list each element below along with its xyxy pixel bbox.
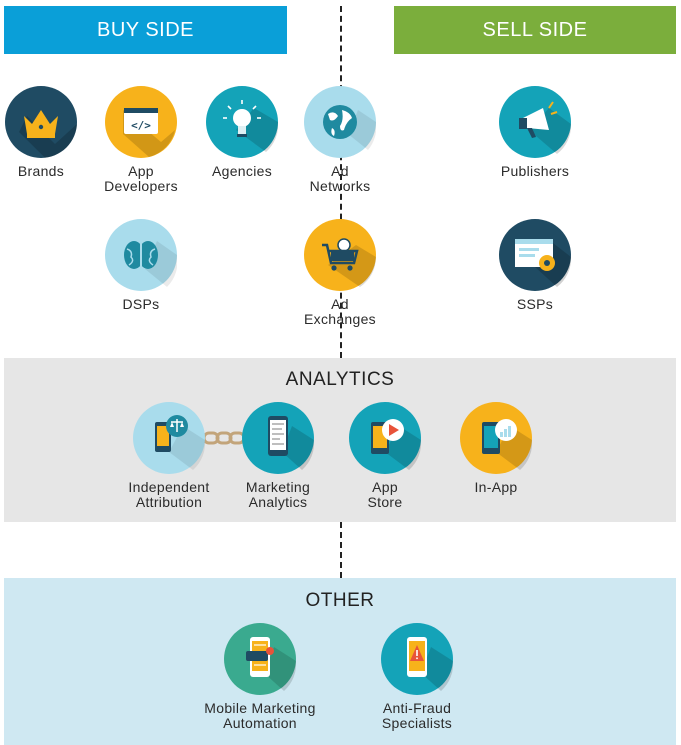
- anti-fraud-specialists-node: Anti-Fraud Specialists: [347, 623, 487, 731]
- analytics-title: ANALYTICS: [285, 369, 395, 390]
- mobile-marketing-automation-label: Mobile Marketing Automation: [204, 700, 316, 731]
- center-divider-bottom: [340, 522, 342, 578]
- ssps-label: SSPs: [516, 296, 554, 312]
- shopping-cart-icon: [304, 219, 376, 291]
- mobile-marketing-automation-node: Mobile Marketing Automation: [190, 623, 330, 731]
- phone-chart-icon: [460, 402, 532, 474]
- independent-attribution-node: Independent Attribution: [99, 402, 239, 510]
- ad-networks-label: Ad Networks: [309, 163, 371, 194]
- lightbulb-icon: [206, 86, 278, 158]
- brands-label: Brands: [17, 163, 65, 179]
- crown-icon: [5, 86, 77, 158]
- in-app-label: In-App: [474, 479, 518, 495]
- phone-message-icon: [224, 623, 296, 695]
- megaphone-icon: [499, 86, 571, 158]
- app-store-node: App Store: [315, 402, 455, 510]
- publishers-label: Publishers: [500, 163, 570, 179]
- sell-side-header: SELL SIDE: [394, 6, 676, 54]
- marketing-analytics-node: Marketing Analytics: [208, 402, 348, 510]
- dsps-node: DSPs: [71, 219, 211, 312]
- app-developers-node: </> App Developers: [71, 86, 211, 194]
- buy-side-title: BUY SIDE: [97, 18, 194, 41]
- agencies-node: Agencies: [172, 86, 312, 179]
- analytics-section: ANALYTICS Independent Attribution: [4, 358, 676, 522]
- phone-scales-icon: [133, 402, 205, 474]
- app-store-label: App Store: [367, 479, 403, 510]
- brands-node: Brands: [0, 86, 111, 179]
- anti-fraud-specialists-label: Anti-Fraud Specialists: [381, 700, 453, 731]
- brain-icon: [105, 219, 177, 291]
- publishers-node: Publishers: [465, 86, 605, 179]
- dsps-label: DSPs: [122, 296, 160, 312]
- code-window-icon: </>: [105, 86, 177, 158]
- in-app-node: In-App: [426, 402, 566, 495]
- ssps-node: SSPs: [465, 219, 605, 312]
- ad-exchanges-label: Ad Exchanges: [304, 296, 376, 327]
- other-section: OTHER Mobile Marketing Automation Anti: [4, 578, 676, 745]
- other-title: OTHER: [305, 590, 375, 611]
- marketing-analytics-label: Marketing Analytics: [245, 479, 311, 510]
- phone-report-icon: [242, 402, 314, 474]
- app-developers-label: App Developers: [104, 163, 178, 194]
- phone-warning-icon: [381, 623, 453, 695]
- agencies-label: Agencies: [212, 163, 272, 179]
- browser-gear-icon: [499, 219, 571, 291]
- globe-icon: [304, 86, 376, 158]
- phone-play-icon: [349, 402, 421, 474]
- sell-side-title: SELL SIDE: [482, 18, 588, 41]
- buy-side-header: BUY SIDE: [4, 6, 287, 54]
- ad-networks-node: Ad Networks: [270, 86, 410, 194]
- center-divider-top: [340, 6, 342, 358]
- ad-exchanges-node: Ad Exchanges: [270, 219, 410, 327]
- independent-attribution-label: Independent Attribution: [128, 479, 210, 510]
- svg-text:</>: </>: [131, 119, 151, 132]
